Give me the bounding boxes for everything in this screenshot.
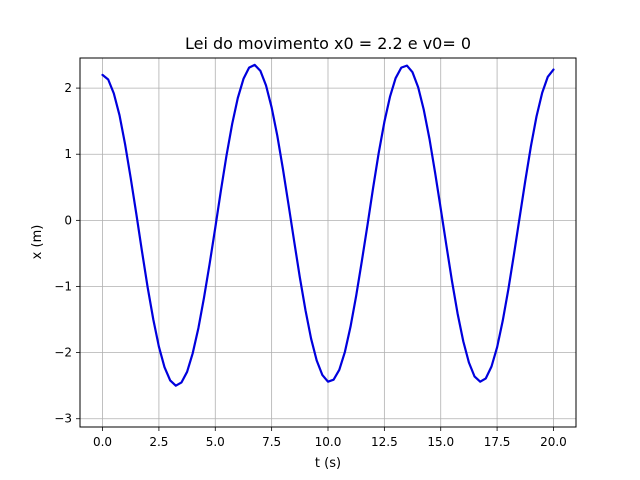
x-tick-label: 20.0 [540,435,567,449]
y-tick-label: 2 [64,81,72,95]
chart-title: Lei do movimento x0 = 2.2 e v0= 0 [185,34,471,53]
series-layer [101,63,555,387]
x-tick-label: 12.5 [371,435,398,449]
ticks: 0.0 2.5 5.0 7.5 10.0 12.5 15.0 17.5 20.0 2 1 0 −1 −2 −… [54,81,567,449]
y-axis-label: x (m) [30,225,45,260]
y-tick-label: −3 [54,412,72,426]
series-line [101,63,555,387]
x-tick-label: 0.0 [93,435,112,449]
x-tick-label: 10.0 [315,435,342,449]
y-tick-label: −1 [54,279,72,293]
y-tick-label: 0 [64,213,72,227]
x-tick-label: 5.0 [206,435,225,449]
x-axis-label: t (s) [315,456,341,471]
x-tick-label: 15.0 [427,435,454,449]
y-tick-label: 1 [64,147,72,161]
x-tick-label: 17.5 [484,435,511,449]
x-tick-label: 2.5 [149,435,168,449]
y-tick-label: −2 [54,346,72,360]
x-tick-label: 7.5 [262,435,281,449]
